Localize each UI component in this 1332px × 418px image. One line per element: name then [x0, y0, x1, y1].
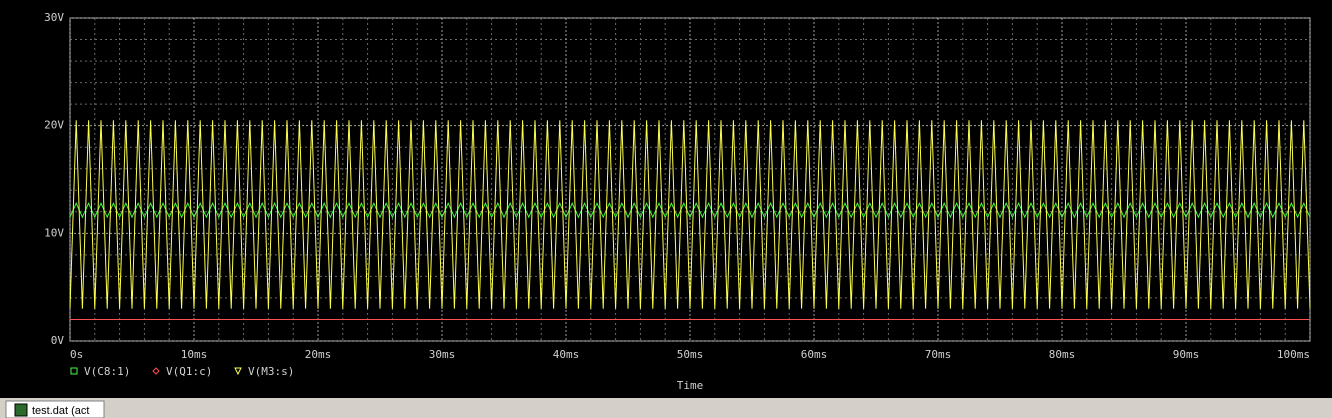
- x-tick-label: 20ms: [305, 348, 332, 361]
- y-tick-label: 0V: [51, 334, 65, 347]
- y-tick-label: 30V: [44, 11, 64, 24]
- legend-label: V(Q1:c): [166, 365, 212, 378]
- legend-marker: [152, 367, 160, 375]
- x-tick-label: 60ms: [801, 348, 828, 361]
- x-tick-label: 100ms: [1277, 348, 1310, 361]
- y-tick-label: 10V: [44, 226, 64, 239]
- x-tick-label: 70ms: [925, 348, 952, 361]
- legend-marker: [234, 367, 242, 376]
- series-line: [69, 120, 1311, 309]
- legend-marker: [70, 367, 78, 375]
- x-tick-label: 90ms: [1173, 348, 1200, 361]
- x-tick-label: 40ms: [553, 348, 580, 361]
- legend-label: V(M3:s): [248, 365, 294, 378]
- x-tick-label: 50ms: [677, 348, 704, 361]
- legend-label: V(C8:1): [84, 365, 130, 378]
- series-line: [69, 201, 1311, 219]
- x-tick-label: 10ms: [181, 348, 208, 361]
- plot-background: [0, 0, 1332, 398]
- y-tick-label: 20V: [44, 119, 64, 132]
- tab-label[interactable]: test.dat (act: [32, 405, 89, 417]
- tab-strip: [0, 398, 1332, 418]
- tab[interactable]: [5, 400, 105, 418]
- x-tick-label: 0s: [70, 348, 83, 361]
- x-tick-label: 30ms: [429, 348, 456, 361]
- x-axis-label: Time: [677, 379, 704, 392]
- tab-icon: [14, 403, 28, 417]
- x-tick-label: 80ms: [1049, 348, 1076, 361]
